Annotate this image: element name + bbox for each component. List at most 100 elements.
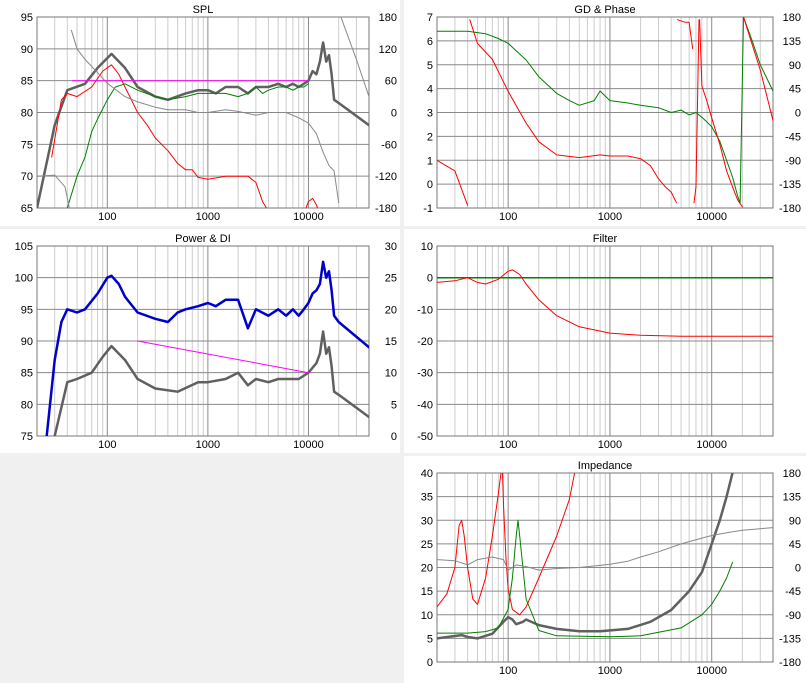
chart-title: Power & DI <box>175 233 231 245</box>
y-tick-label: 75 <box>21 431 33 443</box>
y-tick-label: 5 <box>427 633 433 645</box>
y2-tick-label: 0 <box>795 108 801 120</box>
series-line-2 <box>469 19 677 204</box>
y-tick-label: 7 <box>427 12 433 24</box>
series-line-5 <box>70 29 340 204</box>
y2-tick-label: 20 <box>385 304 397 316</box>
y2-tick-label: 135 <box>783 492 801 504</box>
series-group <box>437 269 773 337</box>
series-group <box>437 17 773 208</box>
y-tick-label: -30 <box>417 368 433 380</box>
y-tick-label: 10 <box>421 610 433 622</box>
y-tick-label: 3 <box>427 108 433 120</box>
y2-tick-label: -180 <box>779 657 801 669</box>
y2-tick-label: 60 <box>385 76 397 88</box>
y2-tick-label: 180 <box>379 12 397 24</box>
y-tick-label: -40 <box>417 399 433 411</box>
x-tick-label: 100 <box>98 439 116 451</box>
grid <box>436 16 774 209</box>
y-tick-label: 0 <box>427 273 433 285</box>
series-line-6 <box>340 17 369 98</box>
y-tick-label: 40 <box>421 468 433 480</box>
series-group <box>45 260 369 436</box>
series-line-1 <box>437 269 773 337</box>
y2-tick-label: -180 <box>779 203 801 215</box>
y2-tick-label: 5 <box>391 399 397 411</box>
impedance-panel: Impedance 40 35 30 25 20 15 10 5 0 180 135 90 45 0 -45 -… <box>404 456 806 683</box>
y-tick-label: -20 <box>417 336 433 348</box>
plot-frame <box>436 245 774 437</box>
grid <box>36 245 370 437</box>
series-line-3 <box>676 19 694 50</box>
y-tick-label: 2 <box>427 131 433 143</box>
y-tick-label: 35 <box>421 492 433 504</box>
y-tick-label: 0 <box>427 179 433 191</box>
spl-chart: SPL 95 90 85 80 75 70 65 180 120 60 0 -60 -120 -180 100… <box>21 4 397 223</box>
series-group <box>437 473 773 640</box>
y-tick-label: 15 <box>421 586 433 598</box>
y-tick-label: 1 <box>427 155 433 167</box>
plot-frame <box>36 16 370 209</box>
x-tick-label: 1000 <box>598 665 622 677</box>
x-tick-label: 1000 <box>598 439 622 451</box>
series-line-4 <box>437 527 773 571</box>
y-tick-label: 100 <box>15 273 33 285</box>
x-tick-label: 1000 <box>196 439 220 451</box>
y2-tick-label: -45 <box>785 131 801 143</box>
gd-phase-chart: GD & Phase 7 6 5 4 3 2 1 0 -1 180 135 90 45 0 -45 -90 -13… <box>423 4 801 223</box>
y-tick-label: 5 <box>427 60 433 72</box>
grid <box>436 245 774 437</box>
y2-tick-label: 180 <box>783 468 801 480</box>
y2-tick-label: -90 <box>785 155 801 167</box>
y2-tick-label: 25 <box>385 273 397 285</box>
y2-tick-label: 10 <box>385 368 397 380</box>
y-tick-label: 75 <box>21 139 33 151</box>
series-line-4 <box>693 19 700 204</box>
x-tick-label: 100 <box>499 211 517 223</box>
y2-tick-label: 0 <box>391 431 397 443</box>
series-line-3 <box>437 519 733 638</box>
power-di-panel: Power & DI 105 100 95 90 85 80 75 30 25 20 15 10 5 0 10… <box>0 229 400 453</box>
series-line-0 <box>45 260 369 436</box>
filter-panel: Filter 10 0 -10 -20 -30 -40 -50 100 1000 10000 <box>404 229 806 453</box>
series-line-2 <box>137 340 309 374</box>
chart-title: Impedance <box>578 460 632 472</box>
y2-tick-label: -180 <box>375 203 397 215</box>
y2-tick-label: -45 <box>785 586 801 598</box>
y-tick-label: 4 <box>427 84 433 96</box>
y-tick-label: 90 <box>21 336 33 348</box>
y-tick-label: 70 <box>21 171 33 183</box>
series-line-3 <box>66 83 309 208</box>
series-group <box>37 17 369 208</box>
series-line-4 <box>37 174 70 208</box>
y-tick-label: 105 <box>15 241 33 253</box>
x-tick-label: 10000 <box>293 211 324 223</box>
y2-tick-label: 45 <box>789 539 801 551</box>
chart-title: GD & Phase <box>574 4 635 16</box>
y-tick-label: 95 <box>21 12 33 24</box>
gd-phase-panel: GD & Phase 7 6 5 4 3 2 1 0 -1 180 135 90 45 0 -45 -90 -13… <box>404 0 806 226</box>
series-line-6 <box>743 17 773 121</box>
y2-tick-label: 135 <box>783 36 801 48</box>
x-tick-label: 100 <box>499 665 517 677</box>
y-tick-label: 85 <box>21 76 33 88</box>
y-tick-label: 95 <box>21 304 33 316</box>
power-di-chart: Power & DI105100959085807530252015105010… <box>15 233 397 451</box>
y-tick-label: 80 <box>21 108 33 120</box>
x-tick-label: 10000 <box>293 439 324 451</box>
x-tick-label: 10000 <box>696 211 727 223</box>
y-tick-label: 20 <box>421 563 433 575</box>
x-tick-label: 10000 <box>696 439 727 451</box>
y-tick-label: 30 <box>421 515 433 527</box>
y-tick-label: 90 <box>21 44 33 56</box>
y-tick-label: 6 <box>427 36 433 48</box>
y-tick-label: 25 <box>421 539 433 551</box>
x-tick-label: 100 <box>499 439 517 451</box>
spl-panel: SPL 95 90 85 80 75 70 65 180 120 60 0 -60 -120 -180 100… <box>0 0 400 226</box>
y2-tick-label: 0 <box>795 563 801 575</box>
y-tick-label: 65 <box>21 203 33 215</box>
y2-tick-label: 120 <box>379 44 397 56</box>
x-tick-label: 100 <box>98 211 116 223</box>
x-tick-label: 10000 <box>696 665 727 677</box>
